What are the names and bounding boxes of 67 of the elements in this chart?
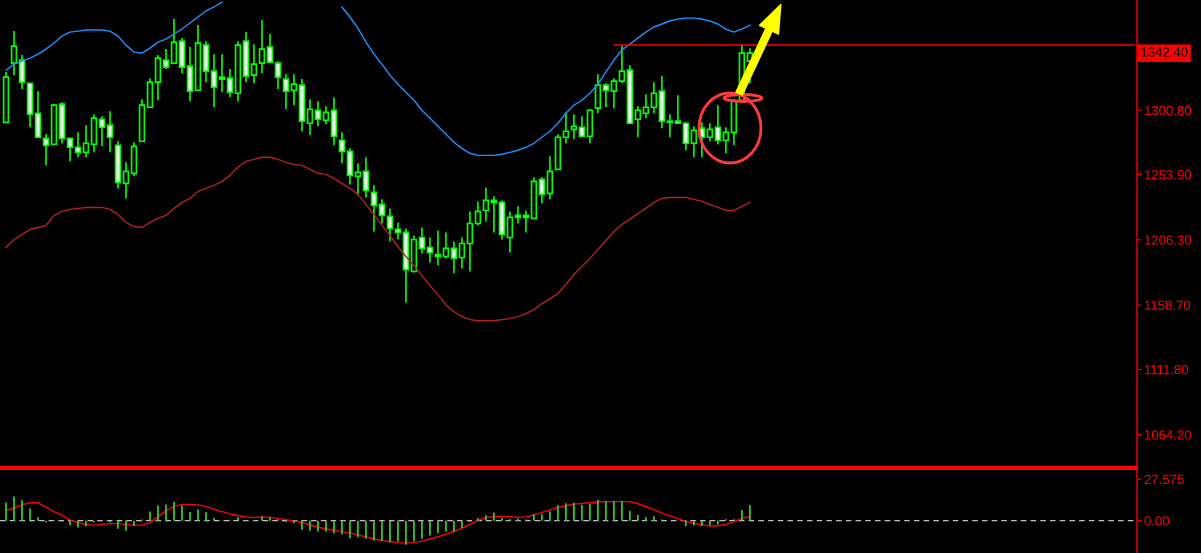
candlestick <box>546 155 554 201</box>
text: 1342.40 <box>1141 47 1188 57</box>
candlestick <box>170 18 178 64</box>
candlestick <box>362 156 370 199</box>
candlestick <box>642 93 650 120</box>
y-tick-label: 27.575 <box>1144 474 1184 485</box>
candlestick <box>722 126 730 155</box>
candlestick <box>266 33 274 63</box>
candlestick <box>106 110 114 154</box>
candlestick <box>274 60 282 90</box>
candlestick <box>482 186 490 223</box>
candlestick <box>666 113 674 139</box>
candlestick <box>122 161 130 200</box>
candlestick <box>282 73 290 111</box>
candlestick <box>682 121 690 152</box>
candlestick <box>442 231 450 260</box>
candlestick <box>690 125 698 159</box>
candlestick <box>594 73 602 115</box>
candlestick <box>82 124 90 159</box>
candlestick <box>714 104 722 146</box>
candlestick <box>154 54 162 102</box>
line-series <box>5 156 751 322</box>
candlestick <box>226 68 234 99</box>
candlestick <box>466 210 474 273</box>
candlestick <box>218 53 226 93</box>
candlestick <box>258 19 266 75</box>
candlestick <box>474 200 482 227</box>
candlestick <box>250 43 258 85</box>
candlestick <box>42 133 50 167</box>
y-tick-label: 1064.20 <box>1144 430 1192 440</box>
candlestick <box>378 198 386 225</box>
candlestick <box>506 210 514 254</box>
candlestick <box>98 115 106 148</box>
candlestick <box>290 73 298 106</box>
candlestick <box>538 176 546 205</box>
candlestick <box>370 184 378 233</box>
y-tick-label: 1111.80 <box>1144 364 1189 375</box>
candlestick <box>562 111 570 145</box>
y-tick-label: 1253.90 <box>1144 170 1192 180</box>
y-tick-label: 1158.70 <box>1144 300 1191 310</box>
candlestick <box>210 53 218 109</box>
candlestick <box>162 48 170 70</box>
candlestick <box>602 82 610 109</box>
line-series <box>5 500 751 544</box>
candlestick <box>386 207 394 243</box>
y-tick-label: 1300.80 <box>1144 105 1192 116</box>
candlestick <box>578 115 586 138</box>
y-tick-label: 0.00 <box>1144 516 1170 526</box>
candlestick <box>74 131 82 159</box>
candlestick <box>450 240 458 275</box>
candlestick <box>570 113 578 141</box>
candlestick <box>618 45 626 85</box>
candlestick <box>610 77 618 110</box>
candlestick <box>650 81 658 115</box>
candlestick <box>634 105 642 139</box>
candlestick <box>10 30 18 76</box>
candlestick <box>346 147 354 186</box>
candlestick <box>34 90 42 139</box>
candlestick <box>66 137 74 163</box>
candlestick <box>314 100 322 128</box>
candlestick <box>458 236 466 270</box>
candlestick <box>306 98 314 137</box>
candlestick <box>338 131 346 165</box>
candlestick <box>674 94 682 125</box>
candlestick <box>490 195 498 234</box>
candlestick <box>418 226 426 255</box>
y-tick-label: 1206.30 <box>1144 235 1192 245</box>
